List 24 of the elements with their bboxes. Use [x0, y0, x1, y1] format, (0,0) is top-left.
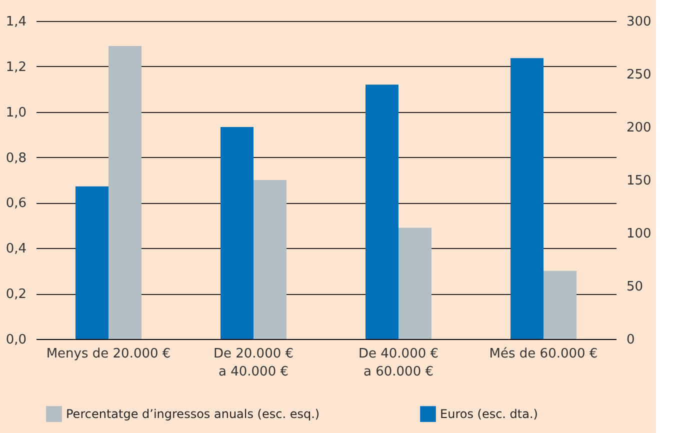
y-tick-label: 0,4: [6, 242, 26, 257]
y2-tick-label: 0: [626, 332, 635, 348]
bar: [544, 270, 576, 339]
legend-label: Percentatge d’ingressos anuals (esc. esq.): [66, 407, 320, 422]
x-tick-label: Més de 60.000 €: [489, 346, 598, 362]
y2-tick-label: 250: [626, 68, 652, 82]
y-tick-label: 0,2: [6, 287, 26, 302]
y-tick-label: 1,0: [6, 105, 26, 120]
y2-tick-label: 100: [626, 226, 652, 242]
legend-label: Euros (esc. dta.): [440, 407, 538, 422]
bar: [366, 84, 398, 339]
y2-tick-label: 150: [626, 174, 652, 188]
bar: [510, 58, 544, 339]
y-tick-label: 0,6: [6, 196, 26, 212]
y2-tick-label: 200: [626, 120, 652, 136]
y2-tick-label: 300: [626, 14, 652, 30]
y2-tick-label: 50: [626, 280, 644, 294]
y-tick-label: 1,2: [6, 60, 26, 75]
y-tick-label: 1,4: [6, 14, 26, 30]
y-tick-label: 0,8: [6, 150, 26, 166]
x-tick-label: De 20.000 € a 40.000 €: [213, 346, 294, 380]
x-tick-label: Menys de 20.000 €: [46, 346, 171, 362]
y-tick-label: 0,0: [6, 332, 26, 348]
x-tick-label: De 40.000 € a 60.000 €: [358, 346, 439, 380]
